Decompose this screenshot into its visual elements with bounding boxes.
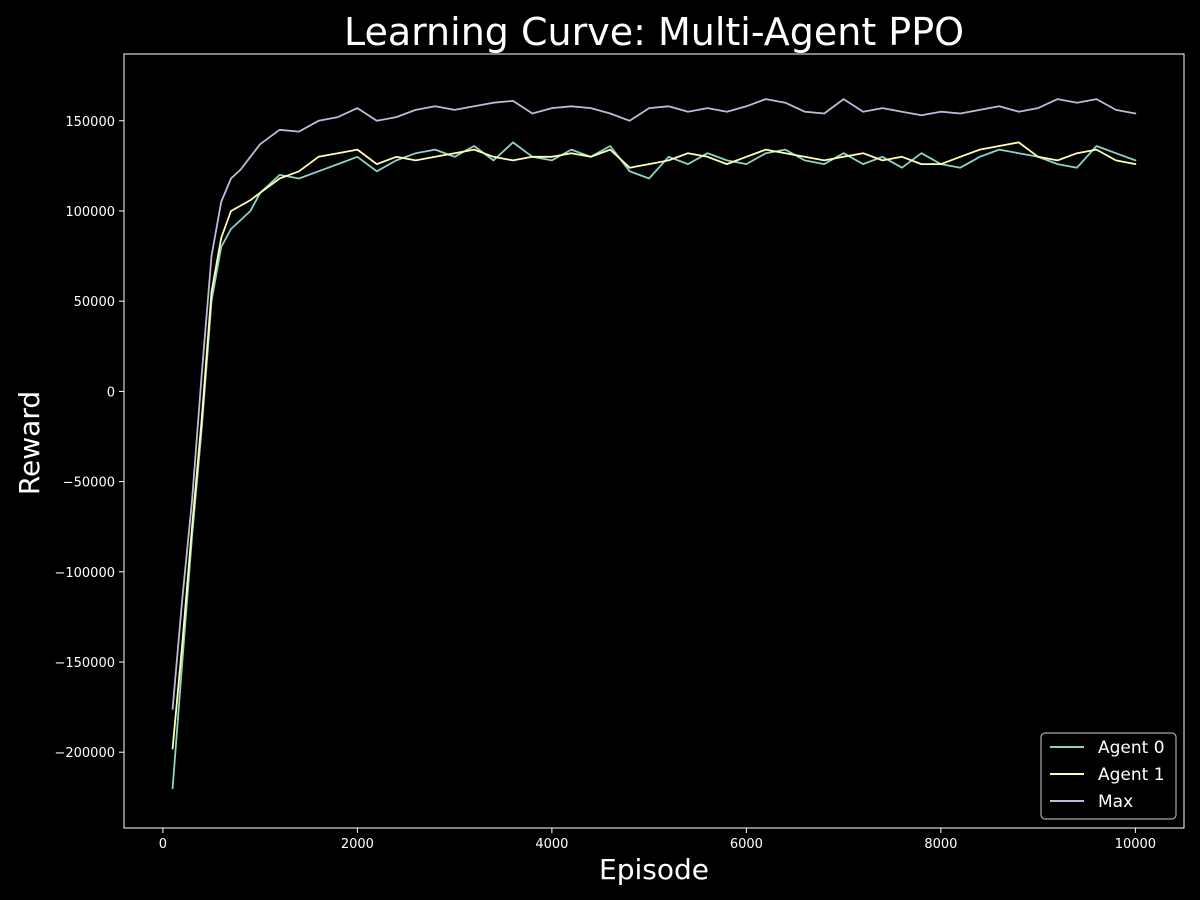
y-tick-label: −50000 [63,476,115,491]
x-tick-label: 8000 [924,837,957,852]
series-line-max [171,98,1137,710]
x-axis: 0 2000 4000 6000 8000 10000 [159,828,1156,852]
y-tick-label: 150000 [65,115,115,130]
chart-title: Learning Curve: Multi-Agent PPO [344,10,964,54]
legend: Agent 0 Agent 1 Max [1040,732,1177,820]
y-tick-label: −100000 [54,566,115,581]
legend-box [1040,732,1177,820]
y-tick-label: −150000 [54,656,115,671]
x-tick-label: 4000 [535,837,568,852]
x-tick-label: 2000 [341,837,374,852]
series-line-agent-1 [171,141,1137,750]
plot-series-layer [171,98,1137,790]
x-tick-label: 0 [159,837,167,852]
x-axis-label: Episode [599,853,709,886]
y-tick-label: −200000 [54,746,115,761]
legend-label-agent-0: Agent 0 [1098,738,1165,758]
y-axis: −200000 −150000 −100000 −50000 0 50000 100000 1… [54,115,124,761]
y-tick-label: 100000 [65,205,115,220]
y-tick-label: 50000 [74,295,115,310]
legend-label-max: Max [1098,792,1133,812]
plot-frame [123,53,1185,829]
y-axis-label: Reward [13,391,46,495]
y-tick-label: 0 [107,385,115,400]
legend-label-agent-1: Agent 1 [1098,765,1165,785]
x-tick-label: 6000 [730,837,763,852]
x-tick-label: 10000 [1115,837,1156,852]
